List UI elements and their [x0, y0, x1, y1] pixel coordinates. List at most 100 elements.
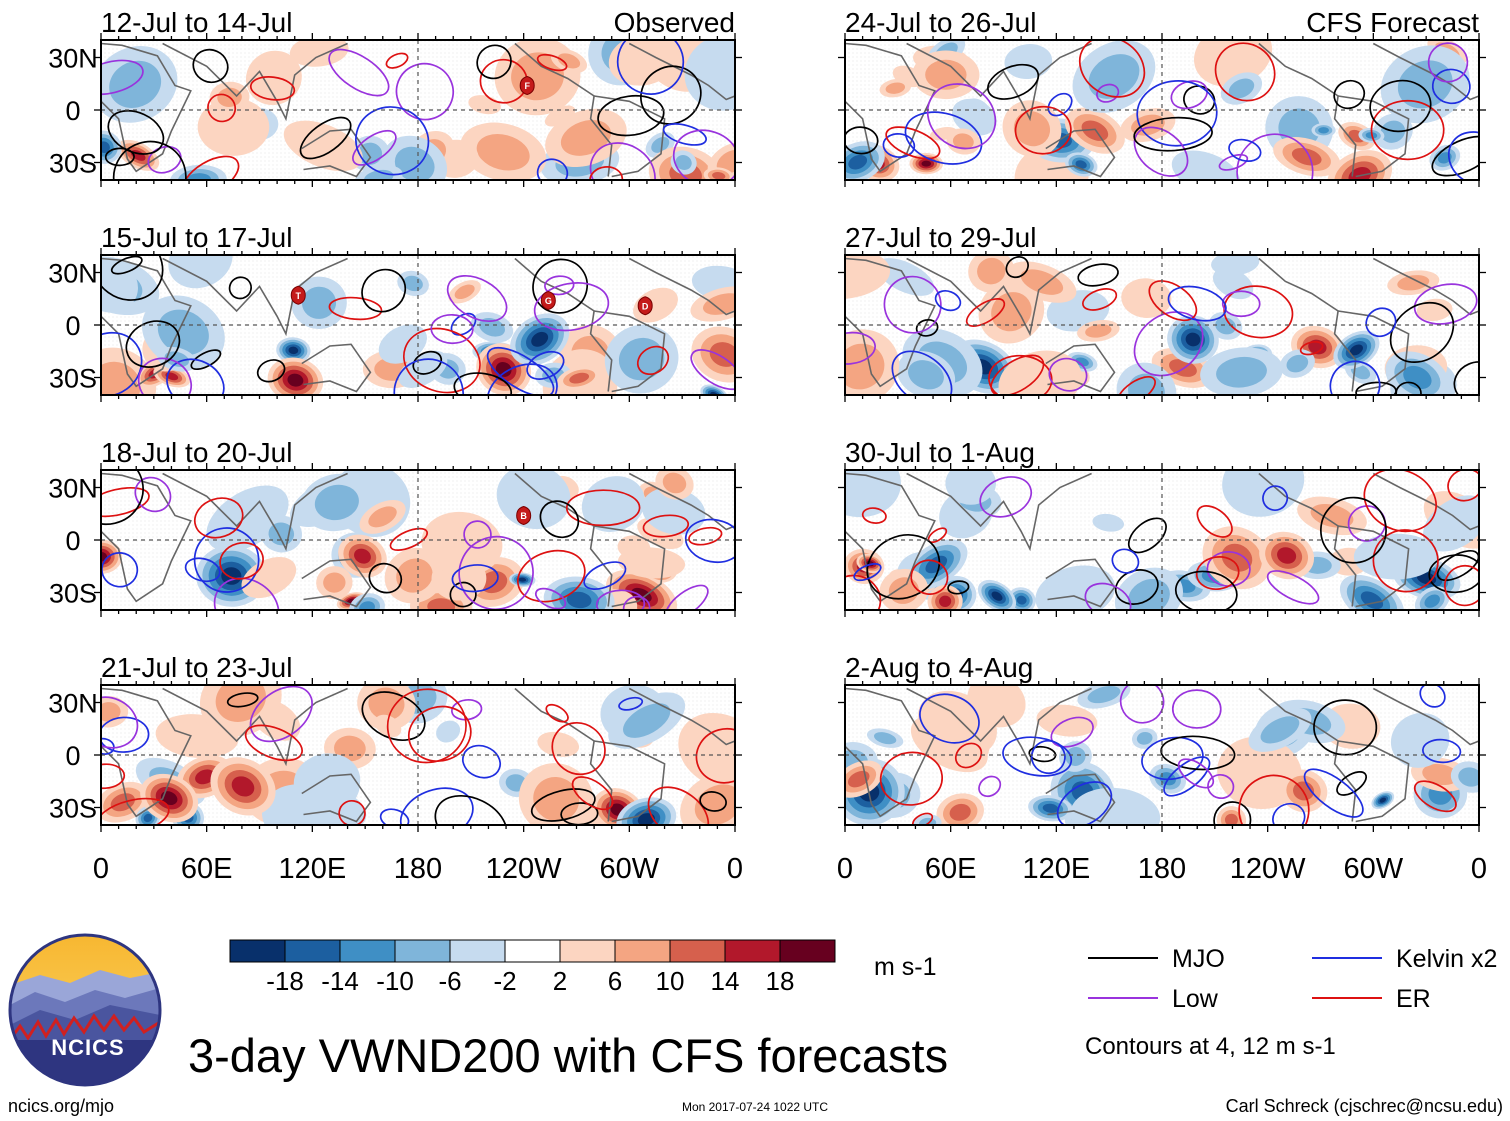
wave-contour: [530, 788, 596, 822]
wave-contour: [544, 275, 575, 296]
wave-contour: [883, 275, 942, 334]
wave-contour: [926, 83, 997, 150]
wave-contour: [845, 126, 879, 155]
x-tick-label: 120E: [1022, 853, 1090, 885]
wave-contour: [589, 166, 624, 180]
wave-contour: [915, 318, 939, 337]
anomaly-contour-fill: [885, 82, 906, 94]
x-tick-label: 60E: [181, 853, 233, 885]
colorbar-tick-label: 6: [608, 966, 622, 996]
wave-contour: [389, 527, 429, 551]
x-tick-label: 60W: [1344, 853, 1404, 885]
anomaly-contour-fill: [1260, 716, 1300, 744]
coastline: [1337, 95, 1410, 178]
coastlines: [845, 42, 1479, 178]
anomaly-contour-fill: [537, 731, 580, 757]
coastline: [1045, 558, 1116, 608]
anomaly-contour-fill: [925, 59, 967, 90]
anomaly-contour-fill: [368, 687, 405, 721]
y-tick-label: 30N: [48, 689, 98, 719]
wave-contour: [355, 106, 430, 176]
anomaly-contour-fill: [1286, 354, 1309, 373]
wave-contour: [589, 142, 656, 180]
panel-period-label: 21-Jul to 23-Jul: [101, 652, 292, 683]
wave-contour: [526, 350, 565, 380]
wave-contour: [891, 350, 953, 395]
map-panel-3: 30N 0 30S 21-Jul to 23-Jul: [48, 652, 742, 832]
y-tick-label: 30S: [49, 794, 97, 824]
anomaly-contour-fill: [314, 484, 359, 521]
map-panel-4: 24-Jul to 26-Jul CFS Forecast: [838, 7, 1486, 187]
wave-contour: [1238, 774, 1310, 825]
wave-contour: [1436, 549, 1479, 582]
map-panel-7: 2-Aug to 4-Aug: [838, 652, 1486, 832]
wave-contour: [352, 129, 397, 166]
colorbar-swatch: [559, 939, 616, 963]
anomaly-contour-fill: [1004, 44, 1053, 80]
anomaly-contour-fill: [566, 591, 592, 609]
legend-note: Contours at 4, 12 m s-1: [1085, 1033, 1336, 1060]
anomaly-contour-fill: [1194, 40, 1273, 87]
wave-contour: [256, 359, 286, 383]
anomaly-contour-fill: [716, 149, 735, 174]
anomaly-contour-fill: [623, 703, 671, 738]
legend-label: Kelvin x2: [1396, 945, 1497, 973]
y-tick-label: 30S: [49, 364, 97, 394]
wave-contour: [665, 584, 709, 610]
wave-contour: [434, 794, 508, 825]
wave-contour: [1214, 42, 1276, 102]
anomaly-contour-fill: [368, 506, 397, 528]
legend: MJO Kelvin x2 Low ER: [1088, 945, 1497, 1013]
wave-contour: [451, 564, 499, 593]
coastline: [162, 472, 348, 552]
anomaly-contour-fill: [1075, 357, 1089, 367]
wave-contour: [1262, 485, 1289, 512]
storm-marker: B: [516, 505, 532, 526]
wave-contour: [517, 549, 586, 603]
coastline: [845, 687, 936, 818]
storm-label: D: [642, 301, 649, 311]
x-tick-label: 180: [394, 853, 442, 885]
anomaly-contour-fill: [921, 160, 932, 167]
storm-marker: T: [290, 285, 306, 305]
wave-contour: [904, 111, 983, 165]
wave-contour: [213, 577, 280, 610]
panel-column-header: CFS Forecast: [1306, 7, 1479, 38]
anomaly-contour-fill: [241, 557, 297, 599]
wave-contour: [1207, 774, 1235, 800]
colorbar-tick-label: 14: [711, 966, 740, 996]
wave-contour: [476, 44, 512, 80]
anomaly-contour-fill: [288, 346, 299, 355]
wave-contour: [446, 274, 508, 323]
wave-contour: [193, 497, 244, 539]
anomaly-contour-fill: [712, 172, 726, 180]
anomaly-contour-fill: [1379, 797, 1387, 803]
coastline: [628, 42, 735, 101]
anomaly-contour-fill: [908, 360, 944, 390]
anomaly-contour-fill: [101, 141, 110, 153]
vwnd-field: [101, 40, 735, 180]
wave-contour: [534, 587, 567, 610]
anomaly-contour-fill: [675, 155, 692, 170]
footer-timestamp: Mon 2017-07-24 1022 UTC: [682, 1100, 828, 1114]
anomaly-contour-fill: [977, 257, 1006, 285]
legend-entry: MJO: [1088, 945, 1225, 973]
vwnd-field: [845, 40, 1479, 180]
anomaly-contour-fill: [952, 133, 974, 150]
wave-contour: [1236, 133, 1314, 180]
wave-contour: [1148, 280, 1198, 322]
wave-contour: [407, 705, 472, 762]
anomaly-contour-fill: [1221, 543, 1253, 572]
wave-contour: [571, 776, 614, 811]
y-tick-label: 0: [65, 311, 80, 341]
wave-contour: [1160, 735, 1236, 771]
ncics-logo: NCICS: [8, 933, 162, 1087]
colorbar-tick-label: -10: [376, 966, 414, 996]
coastlines: [101, 472, 735, 608]
anomaly-contour-fill: [952, 98, 997, 136]
wave-contour: [1389, 301, 1455, 364]
coastline: [301, 343, 372, 393]
wave-contour: [1196, 505, 1233, 538]
y-tick-label: 30S: [49, 579, 97, 609]
wave-contour: [1213, 801, 1252, 825]
